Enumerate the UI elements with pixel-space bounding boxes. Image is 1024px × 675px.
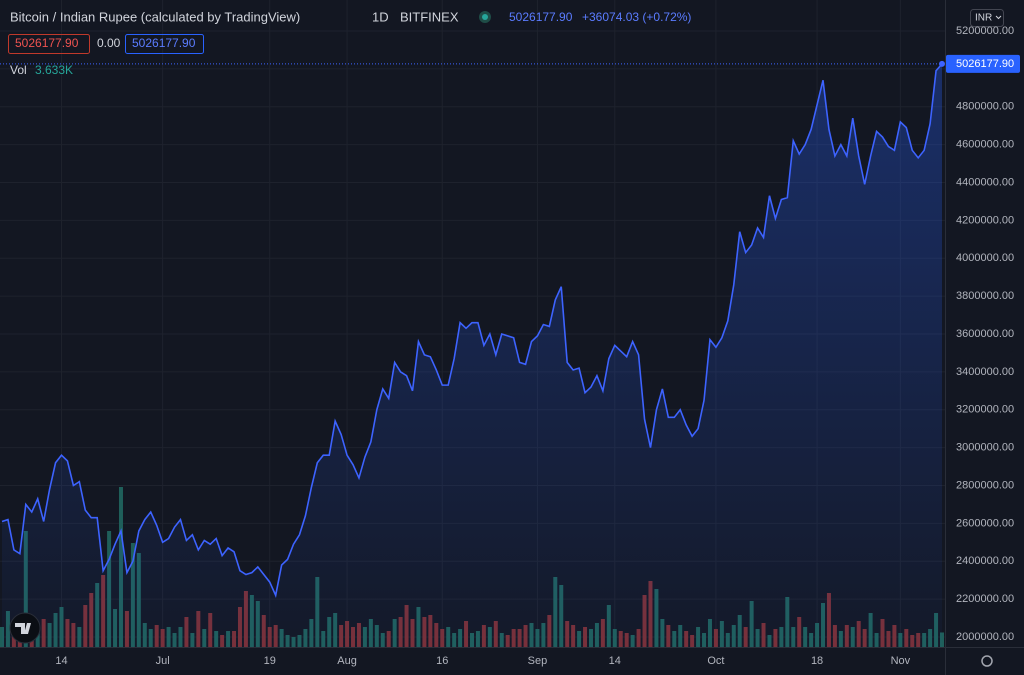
y-tick-label: 2600000.00: [956, 517, 1014, 529]
x-tick-label: 16: [436, 655, 448, 667]
y-tick-label: 5200000.00: [956, 25, 1014, 37]
status-dot: [482, 14, 488, 20]
y-tick-label: 4200000.00: [956, 214, 1014, 226]
x-tick-label: Sep: [528, 655, 548, 667]
x-tick-label: Oct: [707, 655, 724, 667]
interval: 1D: [372, 9, 389, 24]
x-tick-label: 14: [55, 655, 67, 667]
y-tick-label: 3000000.00: [956, 442, 1014, 454]
volume-last: 3.633K: [35, 63, 73, 77]
open-value: 5026177.90: [15, 36, 79, 50]
y-tick-label: 4600000.00: [956, 139, 1014, 151]
price-line: [1, 63, 943, 598]
last-point: [939, 60, 945, 67]
x-tick-label: Aug: [337, 655, 357, 667]
y-tick-label: 2400000.00: [956, 555, 1014, 567]
y-tick-label: 4400000.00: [956, 176, 1014, 188]
currency: INR: [975, 13, 992, 24]
y-tick-label: 2000000.00: [956, 631, 1014, 643]
price-layer: [0, 60, 945, 648]
y-tick-label: 4000000.00: [956, 252, 1014, 264]
x-tick-label: 14: [609, 655, 621, 667]
currency-caret: [995, 15, 1002, 20]
open-box: [8, 34, 90, 54]
y-tick-label: 3400000.00: [956, 366, 1014, 378]
logo-mark: [15, 623, 31, 634]
settings-icon[interactable]: [981, 655, 993, 667]
last-price: 5026177.90: [509, 10, 573, 24]
x-tick-label: 18: [811, 655, 823, 667]
y-tick-label: 4800000.00: [956, 101, 1014, 113]
x-tick-label: 19: [264, 655, 276, 667]
close-box: [125, 34, 204, 54]
y-tick-label: 3800000.00: [956, 290, 1014, 302]
x-tick-label: Nov: [891, 655, 911, 667]
chart-title: Bitcoin / Indian Rupee (calculated by Tr…: [10, 9, 300, 24]
y-tick-label: 3200000.00: [956, 404, 1014, 416]
exchange: BITFINEX: [400, 9, 459, 24]
x-tick-label: Jul: [156, 655, 170, 667]
y-tick-label: 3600000.00: [956, 328, 1014, 340]
currency-button[interactable]: [970, 9, 1004, 27]
price-change: +36074.03 (+0.72%): [582, 10, 691, 24]
y-tick-label: 2200000.00: [956, 593, 1014, 605]
price-tag-label: 5026177.90: [956, 58, 1014, 70]
mid-value: 0.00: [97, 36, 121, 50]
y-tick-label: 2800000.00: [956, 479, 1014, 491]
volume-name: Vol: [10, 63, 27, 77]
close-value: 5026177.90: [132, 36, 196, 50]
price-area: [2, 63, 942, 648]
price-tag: [946, 54, 1020, 73]
